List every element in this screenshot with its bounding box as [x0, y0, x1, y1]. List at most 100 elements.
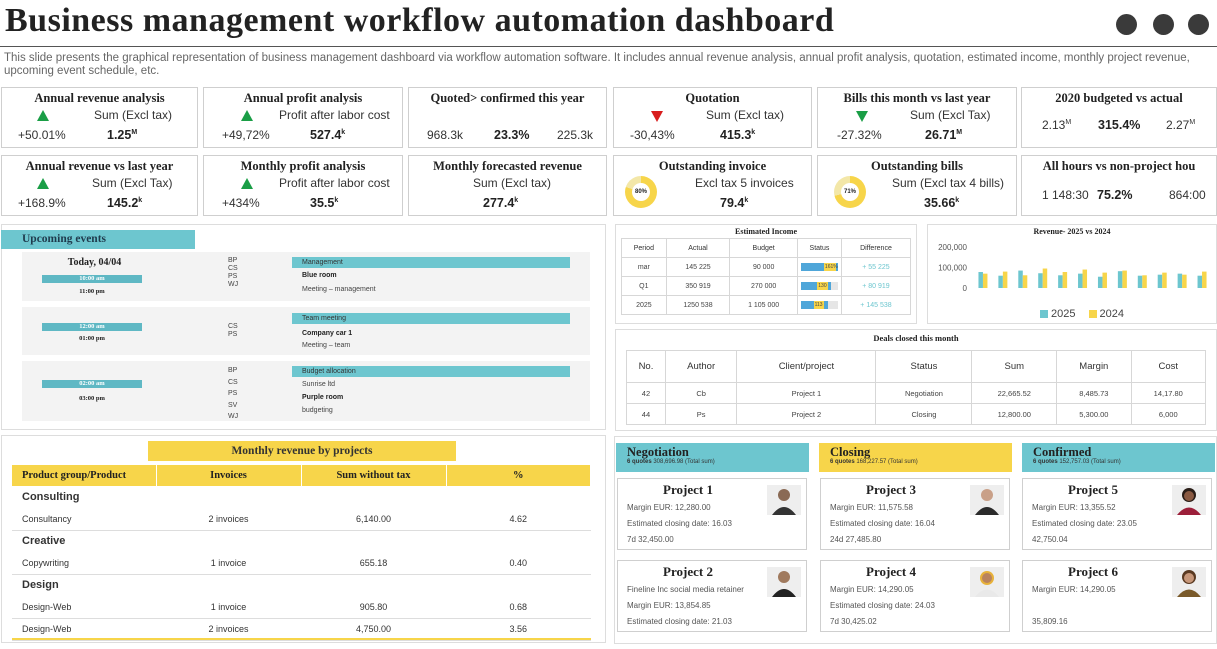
kpi-subtitle: Profit after labor cost — [279, 176, 390, 190]
kpi-outstanding-bills: Outstanding bills 71% Sum (Excl tax 4 bi… — [817, 155, 1017, 216]
bar-2025 — [1117, 271, 1123, 288]
percent-cell: 3.56 — [446, 618, 591, 641]
actual-cell: 145 225 — [665, 257, 731, 277]
event-location: Blue room — [302, 272, 337, 279]
bar-2024 — [1182, 274, 1187, 288]
table-bottom-rule — [12, 638, 591, 640]
status-cell: 130 — [797, 276, 842, 296]
table-row[interactable]: 2025 1250 538 1 105 000 113 + 145 538 — [621, 295, 912, 315]
table-row[interactable]: Q1 350 919 270 000 130 + 80 919 — [621, 276, 912, 296]
kpi-subtitle: Sum (Excl Tax) — [92, 176, 173, 190]
menu-dot-icon[interactable] — [1116, 14, 1137, 35]
status-label: 113 — [813, 301, 824, 309]
event-category: Budget allocation — [292, 366, 570, 377]
event-end-time: 11:00 pm — [79, 288, 105, 295]
cell: Project 2 — [736, 403, 877, 425]
kpi-change: +434% — [222, 196, 260, 210]
bar-2025 — [1177, 273, 1183, 288]
status-label: 130 — [817, 282, 828, 290]
kpi-hours: All hours vs non-project hou 1 148:30 75… — [1021, 155, 1217, 216]
event-row[interactable]: 12:00 am 01:00 pm CS PS Team meeting Com… — [22, 307, 590, 355]
kpi-title: Bills this month vs last year — [843, 91, 991, 105]
bar-2025 — [1197, 275, 1203, 288]
kpi-subtitle: Profit after labor cost — [279, 108, 390, 122]
menu-dot-icon[interactable] — [1153, 14, 1174, 35]
status-cell: 161% — [797, 257, 842, 277]
kpi-ratio: 315.4% — [1098, 118, 1141, 132]
cell: 22,665.52 — [971, 382, 1058, 404]
event-row[interactable]: Today, 04/04 10:00 am 11:00 pm BP CS PS … — [22, 252, 590, 301]
event-row[interactable]: 02:00 am 03:00 pm BP CS PS SV WJ Budget … — [22, 361, 590, 421]
kpi-value: 35.66k — [924, 196, 960, 210]
donut-label: 71% — [841, 183, 859, 201]
col-header: % — [446, 465, 591, 486]
cell: 12,800.00 — [971, 403, 1058, 425]
event-start-time: 12:00 am — [42, 323, 142, 331]
stage-summary: 6 quotes 168,227.57 (Total sum) — [830, 459, 918, 465]
percent-cell: 0.40 — [446, 552, 591, 575]
events-header: Upcoming events — [1, 230, 195, 249]
table-row[interactable]: Copywriting 1 invoice 655.18 0.40 — [12, 552, 591, 575]
cell: Project 1 — [736, 382, 877, 404]
kpi-left-value: 2.13M — [1042, 118, 1072, 132]
deals-table: No. Author Client/project Status Sum Mar… — [626, 350, 1207, 425]
table-row[interactable]: Design-Web 1 invoice 905.80 0.68 — [12, 596, 591, 619]
project-card[interactable]: Project 1 Margin EUR: 12,280.00 Estimate… — [617, 478, 807, 550]
project-title: Project 1 — [663, 482, 713, 497]
table-row[interactable]: 44 Ps Project 2 Closing 12,800.00 5,300.… — [626, 403, 1207, 425]
budget-cell: 1 105 000 — [729, 295, 798, 315]
stage-header-negotiation[interactable]: Negotiation 6 quotes 308,696.98 (Total s… — [616, 443, 809, 472]
event-start-time: 02:00 am — [42, 380, 142, 388]
bar-2024 — [1142, 275, 1147, 288]
stage-summary: 6 quotes 308,696.98 (Total sum) — [627, 459, 715, 465]
kpi-title: 2020 budgeted vs actual — [1055, 91, 1183, 105]
project-card[interactable]: Project 2 Fineline Inc social media reta… — [617, 560, 807, 632]
table-row[interactable]: Design-Web 2 invoices 4,750.00 3.56 — [12, 618, 591, 641]
stage-header-confirmed[interactable]: Confirmed 6 quotes 152,757.03 (Total sum… — [1022, 443, 1215, 472]
group-label: Creative — [22, 535, 66, 548]
project-line: Margin EUR: 13,355.52 — [1032, 503, 1116, 512]
cell: 5,300.00 — [1056, 403, 1132, 425]
project-card[interactable]: Project 5 Margin EUR: 13,355.52 Estimate… — [1022, 478, 1212, 550]
chart-title: Revenue- 2025 vs 2024 — [1033, 227, 1111, 236]
kpi-subtitle: Sum (Excl tax) — [706, 108, 785, 122]
kpi-title: Annual profit analysis — [243, 91, 363, 105]
stage-header-closing[interactable]: Closing 6 quotes 168,227.57 (Total sum) — [819, 443, 1012, 472]
sum-cell: 905.80 — [301, 596, 446, 619]
invoices-cell: 1 invoice — [156, 596, 301, 619]
event-participants: CS PS — [228, 323, 238, 338]
table-row[interactable]: Consultancy 2 invoices 6,140.00 4.62 — [12, 508, 591, 531]
project-card[interactable]: Project 4 Margin EUR: 14,290.05 Estimate… — [820, 560, 1010, 632]
kpi-bills: Bills this month vs last year Sum (Excl … — [817, 87, 1017, 148]
col-header: Invoices — [156, 465, 302, 486]
event-participants: BP CS PS SV WJ — [228, 367, 239, 420]
kpi-ratio: 75.2% — [1097, 188, 1133, 202]
project-card[interactable]: Project 6 Margin EUR: 14,290.05 35,809.1… — [1022, 560, 1212, 632]
project-line: Margin EUR: 12,280.00 — [627, 503, 711, 512]
event-location: Company car 1 — [302, 330, 353, 337]
bar-2025 — [998, 275, 1003, 288]
col-header: Author — [664, 350, 738, 383]
kpi-title: All hours vs non-project hou — [1042, 159, 1196, 173]
table-row[interactable]: 42 Cb Project 1 Negotiation 22,665.52 8,… — [626, 382, 1207, 404]
progress-donut: 80% — [625, 176, 657, 208]
avatar — [767, 485, 801, 515]
stage-summary: 6 quotes 152,757.03 (Total sum) — [1033, 459, 1121, 465]
events-date: Today, 04/04 — [67, 257, 122, 268]
invoices-cell: 2 invoices — [156, 618, 301, 641]
col-header: Status — [875, 350, 973, 383]
product-cell: Copywriting — [12, 552, 156, 575]
kpi-change: +50.01% — [18, 128, 66, 142]
event-company: Sunrise ltd — [302, 381, 336, 388]
project-card[interactable]: Project 3 Margin EUR: 11,575.58 Estimate… — [820, 478, 1010, 550]
table-row[interactable]: mar 145 225 90 000 161% + 55 225 — [621, 257, 912, 277]
kpi-change: -27.32% — [837, 128, 882, 142]
col-header: Difference — [840, 238, 912, 258]
monthly-revenue-table: Product group/Product Invoices Sum witho… — [12, 465, 591, 641]
project-line: Margin EUR: 14,290.05 — [830, 585, 914, 594]
kpi-title: Quotation — [685, 91, 740, 105]
kpi-annual-profit: Annual profit analysis Profit after labo… — [203, 87, 403, 148]
project-line: Fineline Inc social media retainer — [627, 585, 744, 594]
avatar — [1172, 567, 1206, 597]
menu-dot-icon[interactable] — [1188, 14, 1209, 35]
